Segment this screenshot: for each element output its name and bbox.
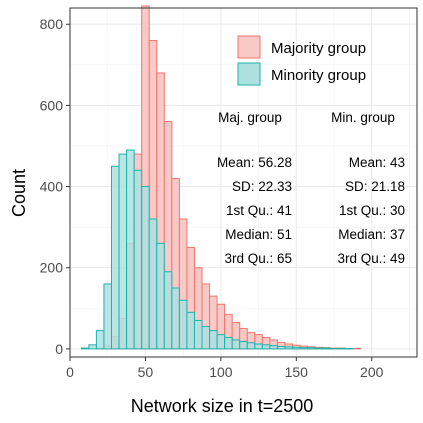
x-tick-label: 150 xyxy=(285,364,309,380)
minority-bar xyxy=(299,347,309,350)
minority-bar xyxy=(186,311,195,350)
minority-bars xyxy=(80,149,354,350)
minority-bar xyxy=(201,326,211,350)
minority-bar xyxy=(246,342,256,350)
y-tick-label: 600 xyxy=(40,97,64,113)
minority-bar xyxy=(216,334,226,350)
minority-bar xyxy=(148,218,158,350)
legend-swatch-majority xyxy=(237,35,261,59)
stat-minority-q1: 1st Qu.: 30 xyxy=(339,203,405,218)
stats-title-majority: Maj. group xyxy=(218,110,282,125)
stats-title-minority: Min. group xyxy=(331,110,395,125)
stat-minority-median: Median: 37 xyxy=(338,227,405,242)
minority-bar xyxy=(118,153,128,350)
stat-majority-mean: Mean: 56.28 xyxy=(217,155,292,170)
stat-minority-mean: Mean: 43 xyxy=(349,155,405,170)
minority-bar xyxy=(292,346,301,350)
x-tick-label: 200 xyxy=(360,364,384,380)
panel-border xyxy=(69,7,418,358)
y-tick-label: 800 xyxy=(40,16,64,32)
minority-bar xyxy=(307,347,316,350)
minority-bar xyxy=(141,186,150,350)
minority-bar xyxy=(276,345,286,350)
x-tick-label: 50 xyxy=(138,364,154,380)
minority-bar xyxy=(193,319,203,350)
y-tick-label: 0 xyxy=(55,341,63,357)
minority-bar xyxy=(126,149,135,350)
summary-statistics: Maj. group Min. group Mean: 56.28 SD: 22… xyxy=(217,110,405,266)
minority-bar xyxy=(110,165,120,350)
minority-bar xyxy=(171,287,180,350)
minority-bar xyxy=(178,299,188,350)
minority-bar xyxy=(209,330,218,350)
y-tick-label: 400 xyxy=(40,179,64,195)
minority-bar xyxy=(163,271,173,350)
stat-majority-q3: 3rd Qu.: 65 xyxy=(224,251,292,266)
y-axis-title: Count xyxy=(9,169,29,217)
stat-majority-q1: 1st Qu.: 41 xyxy=(226,203,292,218)
minority-bar xyxy=(254,343,263,350)
minority-bar xyxy=(156,242,165,350)
minority-bar xyxy=(239,341,248,350)
x-axis-ticks: 0 50 100 150 200 xyxy=(66,357,384,380)
x-tick-label: 0 xyxy=(66,364,74,380)
minority-bar xyxy=(231,339,241,350)
minority-bar xyxy=(103,283,112,350)
y-axis-ticks: 0 200 400 600 800 xyxy=(40,16,70,357)
minority-bar xyxy=(133,169,143,350)
legend-label-minority: Minority group xyxy=(271,67,366,84)
minority-bar xyxy=(284,346,294,350)
legend-swatch-minority xyxy=(237,62,261,86)
minority-bar xyxy=(95,330,105,350)
minority-bar xyxy=(269,345,278,350)
minority-bar xyxy=(322,347,331,350)
minority-bar xyxy=(80,347,90,350)
y-tick-label: 200 xyxy=(40,260,64,276)
minority-bar xyxy=(261,344,271,350)
stat-majority-sd: SD: 22.33 xyxy=(232,179,292,194)
x-axis-title: Network size in t=2500 xyxy=(131,396,314,416)
stat-minority-sd: SD: 21.18 xyxy=(345,179,405,194)
stat-majority-median: Median: 51 xyxy=(225,227,292,242)
legend-label-majority: Majority group xyxy=(271,40,366,57)
minority-bar xyxy=(224,337,233,350)
stat-minority-q3: 3rd Qu.: 49 xyxy=(337,251,405,266)
minority-bar xyxy=(88,344,97,350)
x-tick-label: 100 xyxy=(209,364,233,380)
legend: Majority group Minority group xyxy=(237,35,366,86)
minority-bar xyxy=(314,347,324,350)
